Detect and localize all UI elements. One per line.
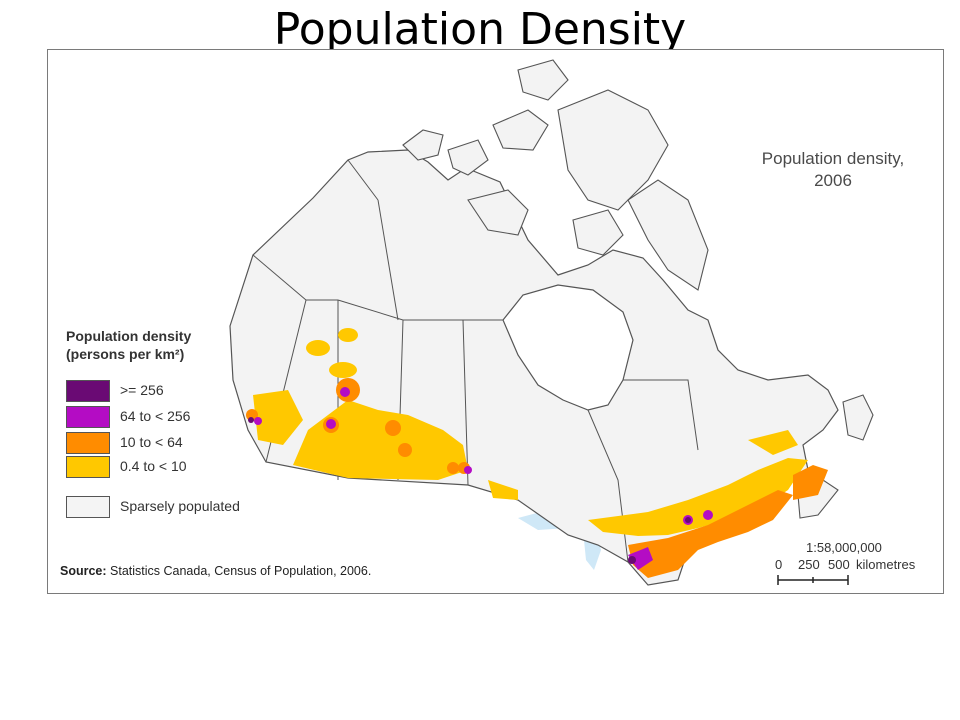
map-title-line2: 2006 [814,171,852,190]
legend-swatch [66,380,110,402]
scale-ratio: 1:58,000,000 [806,540,882,555]
source-text: Statistics Canada, Census of Population,… [106,564,372,578]
map-title: Population density, 2006 [728,148,938,192]
canada-map [229,59,874,586]
density-highest [248,417,691,564]
source-label: Source: [60,564,107,578]
scale-tick-0: 0 [775,557,783,572]
source-note: Source: Statistics Canada, Census of Pop… [60,564,371,578]
legend-swatch [66,432,110,454]
map-frame: Population density, 2006 [47,49,944,594]
legend-title-line2: (persons per km²) [66,346,185,362]
legend-label: 0.4 to < 10 [120,458,187,474]
legend-label: Sparsely populated [120,498,240,514]
arctic-islands [402,59,709,291]
legend-title: Population density (persons per km²) [66,327,191,363]
legend-swatch [66,496,110,518]
scale-unit: kilometres [856,557,916,572]
slide-title: Population Density [273,4,687,55]
legend-title-line1: Population density [66,328,192,344]
scale-bar [777,575,849,585]
legend-label: 10 to < 64 [120,434,183,450]
scale-tick-250: 250 [798,557,820,572]
legend-swatch [66,456,110,478]
scale-tick-500: 500 [828,557,850,572]
density-high [254,387,713,570]
legend-swatch [66,406,110,428]
legend-label: 64 to < 256 [120,408,191,424]
map-title-line1: Population density, [761,149,905,168]
legend-label: >= 256 [120,382,164,398]
